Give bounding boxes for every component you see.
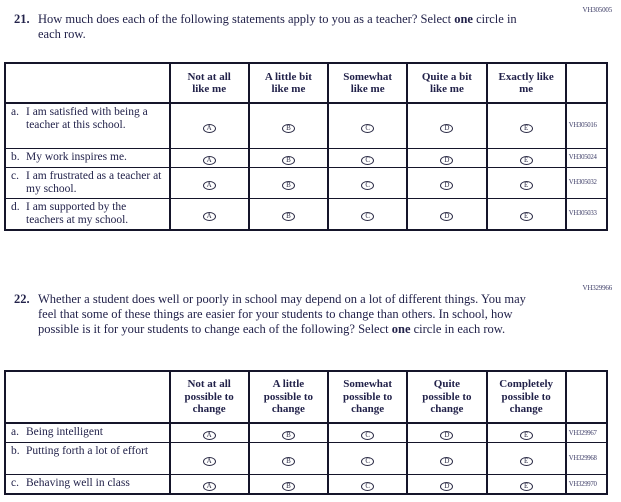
answer-bubble[interactable]: D (440, 482, 454, 491)
row-accession-code: VH305032 (564, 166, 609, 198)
answer-bubble[interactable]: A (202, 180, 216, 190)
table-row: c. Behaving well in class A B C D E VH329… (4, 474, 609, 494)
question-21-text-end: circle in each row. (38, 12, 517, 41)
table-row: b. Putting forth a lot of effort A B C D … (4, 442, 609, 475)
table-row: b. My work inspires me. A B C D E VH30502… (4, 147, 609, 167)
question-22-response-table: Not at all possible to change A little p… (4, 370, 609, 495)
column-header: Not at all like me (168, 63, 250, 104)
code-column-header (564, 371, 609, 424)
row-accession-code: VH329967 (564, 422, 609, 443)
table-row: d. I am supported by the teachers at my s… (4, 197, 609, 230)
column-header: A little possible to change (247, 371, 330, 424)
question-21-number: 21. (14, 12, 30, 26)
answer-bubble[interactable]: D (440, 456, 454, 466)
table-header-row: Not at all possible to change A little p… (4, 371, 609, 424)
question-22-text-bold: one (391, 322, 411, 336)
column-header: Exactly like me (485, 63, 567, 104)
answer-bubble[interactable]: B (281, 211, 295, 221)
row-accession-code: VH305033 (564, 197, 609, 230)
question-21-text-bold: one (454, 12, 473, 26)
answer-bubble[interactable]: E (519, 123, 533, 133)
answer-bubble[interactable]: C (361, 211, 375, 221)
table-row: a. Being intelligent A B C D E VH329967 (4, 422, 609, 443)
question-22-accession-code: VH329966 (582, 284, 612, 292)
row-accession-code: VH329968 (564, 442, 609, 475)
question-22-text-start: Whether a student does well or poorly in… (38, 292, 526, 336)
question-21-text: How much does each of the following stat… (38, 12, 530, 42)
answer-bubble[interactable]: B (281, 123, 295, 133)
answer-bubble[interactable]: A (202, 431, 216, 440)
code-column-header (564, 63, 609, 104)
answer-bubble[interactable]: C (361, 155, 375, 165)
statement-column-header (4, 63, 171, 104)
statement-cell: c. I am frustrated as a teacher at my sch… (4, 166, 171, 198)
question-22-text-end: circle in each row. (410, 322, 506, 336)
answer-bubble[interactable]: A (202, 482, 216, 491)
column-header: A little bit like me (247, 63, 330, 104)
column-header: Somewhat possible to change (327, 371, 409, 424)
row-accession-code: VH305016 (564, 102, 609, 148)
answer-bubble[interactable]: A (202, 456, 216, 466)
question-22-text: Whether a student does well or poorly in… (38, 292, 530, 337)
answer-bubble[interactable]: C (361, 180, 375, 190)
answer-bubble[interactable]: B (281, 155, 295, 165)
row-accession-code: VH305024 (564, 147, 609, 167)
answer-bubble[interactable]: D (440, 180, 454, 190)
column-header: Somewhat like me (327, 63, 409, 104)
column-header: Quite possible to change (406, 371, 488, 424)
question-22: 22. Whether a student does well or poorl… (14, 292, 530, 337)
answer-bubble[interactable]: D (440, 155, 454, 165)
answer-bubble[interactable]: A (202, 123, 216, 133)
answer-bubble[interactable]: C (361, 431, 375, 440)
statement-cell: d. I am supported by the teachers at my s… (4, 197, 171, 230)
answer-bubble[interactable]: E (519, 211, 533, 221)
column-header: Completely possible to change (485, 371, 567, 424)
answer-bubble[interactable]: E (519, 456, 533, 466)
answer-bubble[interactable]: B (281, 456, 295, 466)
answer-bubble[interactable]: D (440, 211, 454, 221)
question-21-text-start: How much does each of the following stat… (38, 12, 455, 26)
answer-bubble[interactable]: B (281, 431, 295, 440)
statement-cell: a. I am satisfied with being a teacher at… (4, 102, 171, 148)
table-row: c. I am frustrated as a teacher at my sch… (4, 166, 609, 198)
answer-bubble[interactable]: C (361, 123, 375, 133)
answer-bubble[interactable]: E (519, 431, 533, 440)
table-row: a. I am satisfied with being a teacher at… (4, 102, 609, 148)
answer-bubble[interactable]: B (281, 482, 295, 491)
statement-cell: b. Putting forth a lot of effort (4, 442, 171, 475)
question-22-number: 22. (14, 292, 30, 306)
table-header-row: Not at all like me A little bit like me … (4, 63, 609, 104)
answer-bubble[interactable]: A (202, 211, 216, 221)
answer-bubble[interactable]: D (440, 123, 454, 133)
answer-bubble[interactable]: E (519, 155, 533, 165)
question-21: 21. How much does each of the following … (14, 12, 530, 42)
question-21-response-table: Not at all like me A little bit like me … (4, 62, 609, 231)
statement-column-header (4, 371, 171, 424)
statement-cell: a. Being intelligent (4, 422, 171, 443)
column-header: Quite a bit like me (406, 63, 488, 104)
answer-bubble[interactable]: C (361, 456, 375, 466)
question-21-accession-code: VH305005 (582, 6, 612, 14)
answer-bubble[interactable]: E (519, 482, 533, 491)
answer-bubble[interactable]: A (202, 155, 216, 165)
answer-bubble[interactable]: E (519, 180, 533, 190)
answer-bubble[interactable]: B (281, 180, 295, 190)
answer-bubble[interactable]: D (440, 431, 454, 440)
statement-cell: c. Behaving well in class (4, 474, 171, 494)
column-header: Not at all possible to change (168, 371, 250, 424)
statement-cell: b. My work inspires me. (4, 147, 171, 167)
row-accession-code: VH329970 (564, 474, 609, 494)
answer-bubble[interactable]: C (361, 482, 375, 491)
